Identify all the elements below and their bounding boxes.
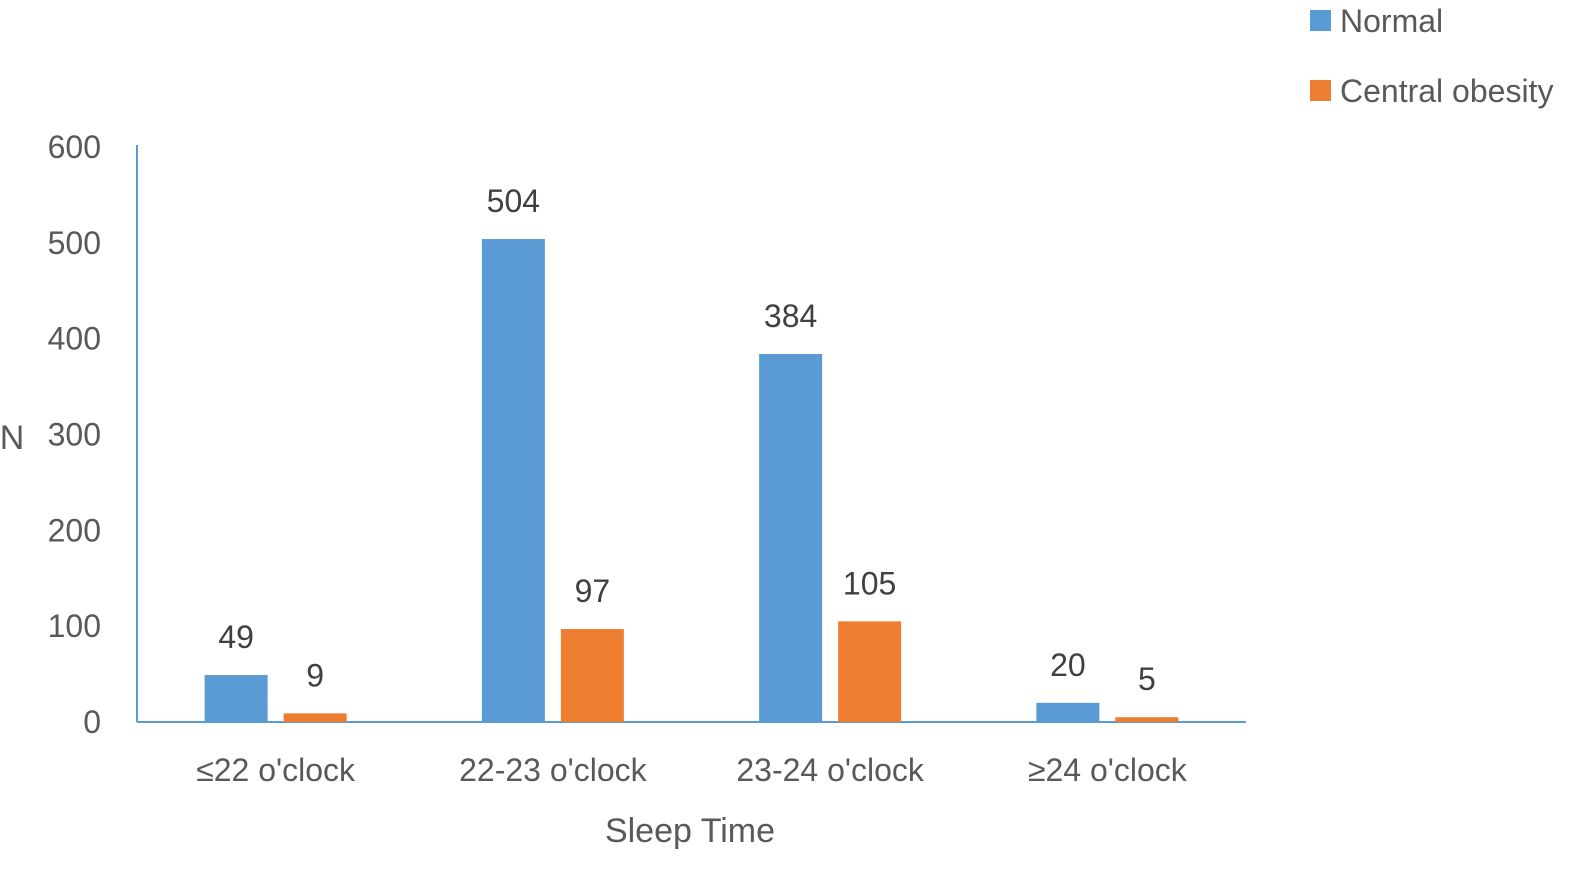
legend-swatch bbox=[1310, 80, 1331, 101]
y-tick-label: 0 bbox=[83, 704, 101, 740]
y-tick-label: 300 bbox=[48, 417, 101, 453]
y-tick-label: 500 bbox=[48, 225, 101, 261]
data-label: 49 bbox=[218, 619, 254, 655]
data-label: 9 bbox=[306, 657, 324, 693]
bar-central-obesity bbox=[838, 621, 902, 722]
bars-layer bbox=[204, 239, 1179, 722]
x-tick-label: 23-24 o'clock bbox=[736, 752, 925, 788]
y-tick-label: 600 bbox=[48, 129, 101, 165]
x-tick-label: ≥24 o'clock bbox=[1028, 752, 1188, 788]
y-tick-label: 200 bbox=[48, 512, 101, 548]
bar-normal bbox=[204, 675, 268, 722]
bar-normal bbox=[481, 239, 545, 722]
bar-normal bbox=[1036, 702, 1100, 722]
y-tick-label: 400 bbox=[48, 321, 101, 357]
data-label: 384 bbox=[764, 298, 817, 334]
labels-layer: 49 9 ≤22 o'clock 504 97 22-23 o'clock 384 105 23… bbox=[196, 183, 1188, 788]
data-label: 97 bbox=[575, 573, 611, 609]
y-tick-label: 100 bbox=[48, 608, 101, 644]
bar-central-obesity bbox=[283, 713, 347, 722]
legend-label: Central obesity bbox=[1340, 73, 1553, 109]
x-tick-label: ≤22 o'clock bbox=[196, 752, 356, 788]
legend: Normal Central obesity bbox=[1310, 3, 1553, 109]
data-label: 105 bbox=[843, 565, 896, 601]
bar-central-obesity bbox=[1115, 717, 1179, 722]
data-label: 5 bbox=[1138, 661, 1156, 697]
bar-normal bbox=[759, 354, 823, 722]
x-tick-label: 22-23 o'clock bbox=[459, 752, 648, 788]
legend-swatch bbox=[1310, 10, 1331, 31]
data-label: 20 bbox=[1050, 647, 1086, 683]
y-axis-title: N bbox=[0, 419, 24, 457]
x-axis-title: Sleep Time bbox=[605, 812, 775, 850]
legend-label: Normal bbox=[1340, 3, 1443, 39]
data-label: 504 bbox=[487, 183, 540, 219]
bar-central-obesity bbox=[560, 629, 624, 722]
